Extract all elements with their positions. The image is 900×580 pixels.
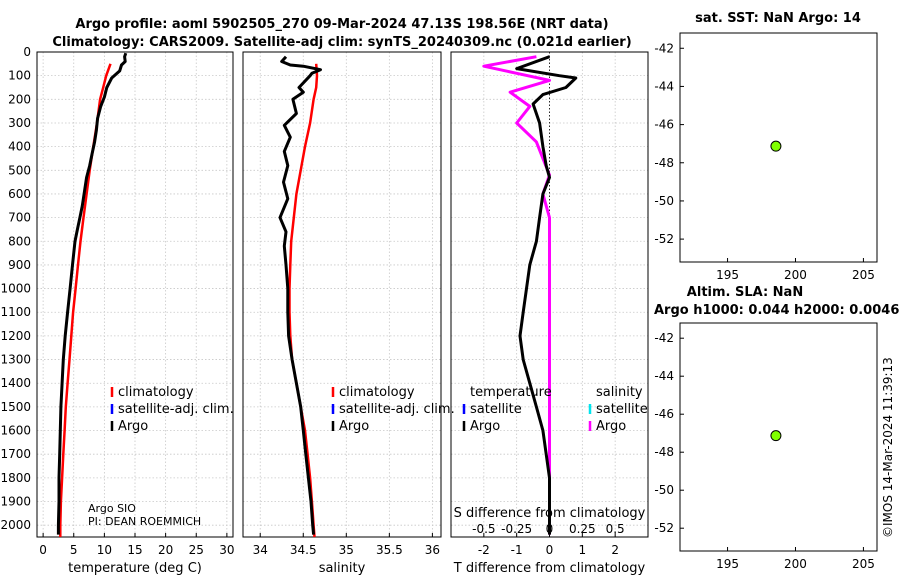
- temperature-xtick-label: 15: [127, 543, 142, 557]
- salinity-xtick-label: 35.5: [376, 543, 403, 557]
- depth-tick-label: 800: [8, 234, 31, 248]
- difference-s-xlabel: S difference from climatology: [454, 506, 646, 521]
- salinity-xtick-label: 36: [425, 543, 440, 557]
- difference-s-tick-label: 0.25: [569, 522, 596, 536]
- salinity-argo-line: [278, 55, 322, 535]
- sst_map-axes-frame: [679, 32, 878, 263]
- difference-xtick-label: 2: [611, 543, 619, 557]
- temperature-xtick-label: 20: [158, 543, 173, 557]
- difference-s-tick-label: -0.25: [501, 522, 532, 536]
- depth-tick-label: 1400: [0, 376, 31, 390]
- depth-tick-label: 900: [8, 258, 31, 272]
- difference-xlabel: T difference from climatology: [453, 561, 646, 576]
- sst_map-ytick-label: -50: [654, 194, 674, 208]
- sla_map-xtick-label: 205: [852, 557, 875, 571]
- figure-title-line2: Climatology: CARS2009. Satellite-adj cli…: [52, 35, 631, 50]
- temperature-note: Argo SIO: [88, 502, 136, 515]
- difference-s-tick-label: 0.5: [606, 522, 625, 536]
- difference-xtick-label: -1: [511, 543, 523, 557]
- difference-xtick-label: 0: [546, 543, 554, 557]
- difference-xtick-label: -2: [478, 543, 490, 557]
- depth-tick-label: 1900: [0, 495, 31, 509]
- salinity-xlabel: salinity: [319, 561, 366, 576]
- sst_map-xtick-label: 195: [716, 268, 739, 282]
- difference-xtick-label: 1: [579, 543, 587, 557]
- sst_map-ytick-label: -42: [654, 41, 674, 55]
- depth-tick-label: 600: [8, 187, 31, 201]
- imos-watermark: ©IMOS 14-Mar-2024 11:39:13: [881, 357, 895, 538]
- sla_map-ytick-label: -42: [654, 331, 674, 345]
- depth-tick-label: 400: [8, 140, 31, 154]
- salinity-xtick-label: 35: [339, 543, 354, 557]
- figure-title-line1: Argo profile: aoml 5902505_270 09-Mar-20…: [75, 17, 608, 32]
- sla_map-xtick-label: 200: [784, 557, 807, 571]
- salinity-legend-label: Argo: [339, 419, 369, 434]
- temperature-legend-label: Argo: [118, 419, 148, 434]
- sst_map-argo-point: [770, 140, 782, 152]
- difference-sal-legend-label: salinity: [596, 385, 643, 400]
- salinity-legend-label: climatology: [339, 385, 415, 400]
- depth-tick-label: 0: [23, 45, 31, 59]
- sla_map-ytick-label: -52: [654, 521, 674, 535]
- temperature-xtick-label: 25: [189, 543, 204, 557]
- temperature-difference-argo-line: [515, 55, 578, 535]
- temperature-xlabel: temperature (deg C): [68, 561, 202, 576]
- depth-tick-label: 1800: [0, 471, 31, 485]
- sst_map-ytick-label: -46: [654, 118, 674, 132]
- depth-tick-label: 1600: [0, 424, 31, 438]
- temperature-legend-label: climatology: [118, 385, 194, 400]
- sla_map-axes-frame: [679, 322, 878, 552]
- temperature-xtick-label: 10: [97, 543, 112, 557]
- sla_map-xtick-label: 195: [716, 557, 739, 571]
- salinity-xtick-label: 34.5: [290, 543, 317, 557]
- sla-map-subtitle: Argo h1000: 0.044 h2000: 0.0046: [654, 303, 899, 318]
- sla_map-ytick-label: -46: [654, 407, 674, 421]
- depth-tick-label: 500: [8, 163, 31, 177]
- depth-tick-label: 100: [8, 69, 31, 83]
- depth-tick-label: 1300: [0, 353, 31, 367]
- sla_map-argo-point: [770, 430, 782, 442]
- depth-tick-label: 200: [8, 92, 31, 106]
- sst_map-xtick-label: 200: [784, 268, 807, 282]
- depth-tick-label: 1100: [0, 305, 31, 319]
- temperature-xtick-label: 0: [39, 543, 47, 557]
- temperature-legend-label: satellite-adj. clim.: [118, 402, 234, 417]
- sst_map-ytick-label: -52: [654, 232, 674, 246]
- temperature-xtick-label: 5: [70, 543, 78, 557]
- sst-map-title: sat. SST: NaN Argo: 14: [695, 11, 861, 26]
- sla_map-ytick-label: -48: [654, 445, 674, 459]
- temperature-argo-line: [56, 52, 128, 535]
- salinity-climatology-line: [288, 63, 319, 538]
- difference-temp-legend-label: Argo: [470, 419, 500, 434]
- depth-tick-label: 700: [8, 211, 31, 225]
- depth-tick-label: 1200: [0, 329, 31, 343]
- sst_map-ytick-label: -48: [654, 156, 674, 170]
- salinity-xtick-label: 34: [253, 543, 268, 557]
- difference-temp-legend-label: temperature: [470, 385, 552, 400]
- sla-map-title: Altim. SLA: NaN: [687, 285, 803, 300]
- depth-tick-label: 2000: [0, 518, 31, 532]
- difference-temp-legend-label: satellite: [470, 402, 522, 417]
- sla_map-ytick-label: -44: [654, 369, 674, 383]
- difference-sal-legend-label: satellite: [596, 402, 648, 417]
- depth-tick-label: 1000: [0, 282, 31, 296]
- sst_map-ytick-label: -44: [654, 79, 674, 93]
- depth-tick-label: 300: [8, 116, 31, 130]
- salinity-axes-frame: [242, 51, 442, 538]
- depth-tick-label: 1500: [0, 400, 31, 414]
- difference-sal-legend-label: Argo: [596, 419, 626, 434]
- salinity-legend-label: satellite-adj. clim.: [339, 402, 455, 417]
- sst_map-xtick-label: 205: [852, 268, 875, 282]
- sla_map-ytick-label: -50: [654, 483, 674, 497]
- difference-s-tick-label: -0.5: [472, 522, 495, 536]
- temperature-note: PI: DEAN ROEMMICH: [88, 515, 201, 528]
- salinity-difference-argo-line: [482, 55, 551, 535]
- temperature-xtick-label: 30: [219, 543, 234, 557]
- difference-s-tick-label: 0: [546, 522, 554, 536]
- depth-tick-label: 1700: [0, 447, 31, 461]
